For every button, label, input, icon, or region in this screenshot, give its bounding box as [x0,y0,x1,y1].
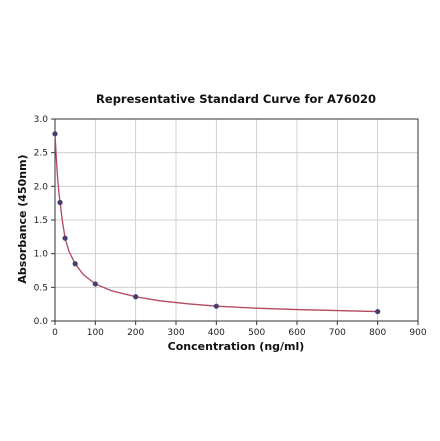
y-tick-label-4: 2.0 [34,182,49,192]
data-point-2 [62,235,68,241]
y-tick-label-0: 0.0 [34,317,49,327]
y-tick-label-3: 1.5 [34,216,48,226]
y-tick-label-6: 3.0 [34,115,49,125]
x-tick-label-6: 600 [288,328,305,338]
x-tick-label-5: 500 [248,328,265,338]
chart-title: Representative Standard Curve for A76020 [96,92,376,106]
x-axis-ticks: 0 100 200 300 400 500 600 700 800 900 [52,321,427,338]
y-tick-label-2: 1.0 [34,250,49,260]
data-series [52,131,381,315]
x-tick-label-9: 900 [409,328,426,338]
data-point-6 [213,303,219,309]
y-tick-label-5: 2.5 [34,149,48,159]
fit-curve-line [54,133,378,313]
x-tick-label-0: 0 [52,328,58,338]
x-tick-label-8: 800 [369,328,386,338]
x-tick-label-4: 400 [208,328,225,338]
grid-lines [54,118,419,322]
data-point-7 [375,308,381,315]
data-point-1 [57,199,63,206]
data-point-0 [52,131,58,137]
x-tick-label-1: 100 [87,328,104,338]
x-tick-label-2: 200 [127,328,144,338]
x-tick-label-7: 700 [329,328,346,338]
y-axis-ticks: 0.0 0.5 1.0 1.5 2.0 2.5 3.0 [34,115,55,327]
y-tick-label-1: 0.5 [34,283,48,293]
data-point-3 [72,261,78,267]
x-axis-label: Concentration (ng/ml) [168,340,305,353]
x-tick-label-3: 300 [167,328,184,338]
y-axis-label: Absorbance (450nm) [16,154,29,283]
data-point-4 [92,281,98,287]
data-point-5 [133,294,139,300]
